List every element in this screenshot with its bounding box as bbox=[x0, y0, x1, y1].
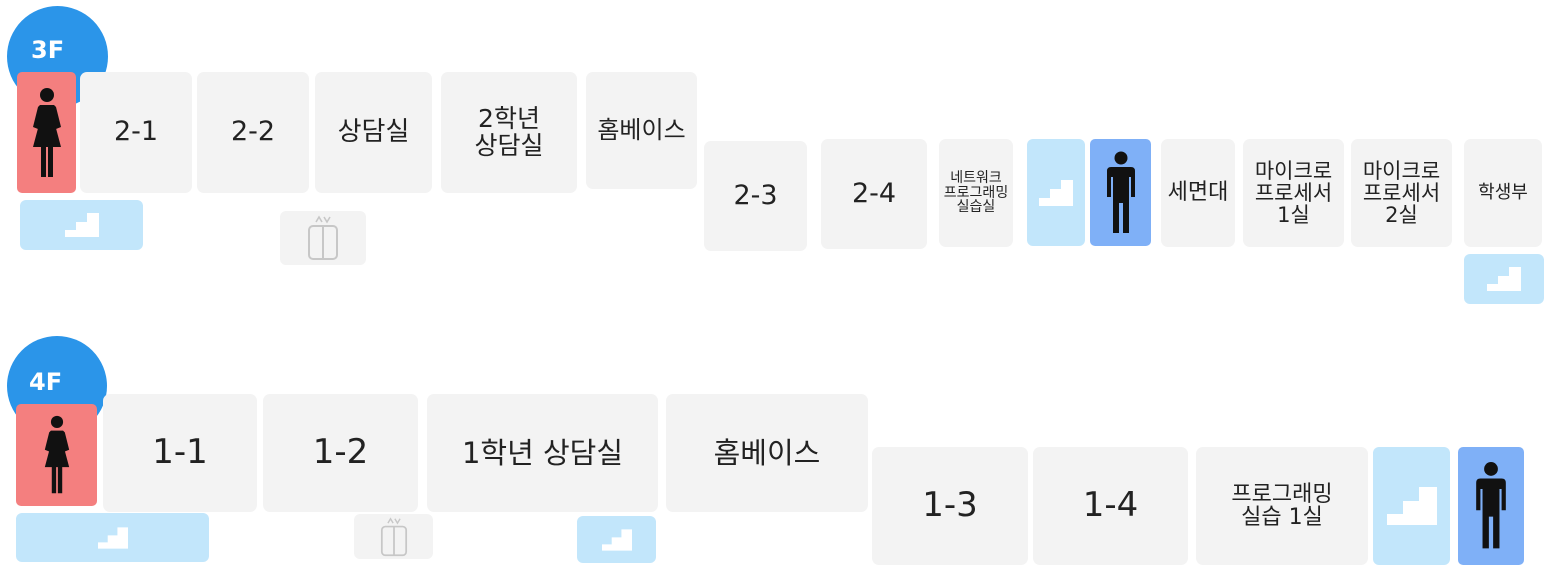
room-student-affairs[interactable]: 학생부 bbox=[1464, 139, 1542, 247]
room-1-3[interactable]: 1-3 bbox=[872, 447, 1028, 565]
room-label: 프로세서 bbox=[1254, 180, 1333, 205]
room-label: 상담실 bbox=[337, 116, 410, 147]
room-label: 2-1 bbox=[113, 116, 159, 148]
elevator-4f[interactable] bbox=[354, 514, 433, 559]
room-label: 프로그래밍 bbox=[1231, 481, 1333, 507]
room-label: 1-4 bbox=[1082, 485, 1139, 526]
room-label: 프로그래밍 bbox=[943, 184, 1009, 201]
stairs-3f-left[interactable] bbox=[20, 200, 143, 250]
room-label: 상담실 bbox=[474, 130, 544, 160]
room-label: 1학년 상담실 bbox=[461, 435, 624, 470]
room-label: 1-2 bbox=[312, 432, 369, 473]
room-label: 실습실 bbox=[956, 199, 996, 216]
room-grade2-counseling[interactable]: 2학년 상담실 bbox=[441, 72, 577, 193]
room-1-2[interactable]: 1-2 bbox=[263, 394, 418, 512]
stairs-icon bbox=[601, 528, 632, 551]
male-restroom-icon bbox=[1104, 151, 1138, 235]
stairs-4f-left[interactable] bbox=[16, 513, 209, 562]
room-label: 홈베이스 bbox=[713, 435, 821, 470]
room-2-3[interactable]: 2-3 bbox=[704, 141, 807, 251]
female-restroom-icon bbox=[39, 415, 75, 495]
female-restroom-3f[interactable] bbox=[17, 72, 76, 193]
stairs-icon bbox=[1386, 487, 1437, 525]
stairs-4f-center[interactable] bbox=[577, 516, 656, 563]
room-2-2[interactable]: 2-2 bbox=[197, 72, 309, 193]
room-grade1-counseling[interactable]: 1학년 상담실 bbox=[427, 394, 658, 512]
stairs-icon bbox=[97, 526, 128, 549]
room-label: 홈베이스 bbox=[597, 115, 686, 144]
room-2-4[interactable]: 2-4 bbox=[821, 139, 927, 249]
room-label: 프로세서 bbox=[1362, 180, 1441, 205]
elevator-3f[interactable] bbox=[280, 211, 366, 265]
room-label: 마이크로 bbox=[1362, 158, 1441, 183]
room-label: 1실 bbox=[1277, 203, 1310, 228]
stairs-3f-center[interactable] bbox=[1027, 139, 1085, 246]
room-homebase-3f[interactable]: 홈베이스 bbox=[586, 72, 697, 189]
stairs-icon bbox=[1487, 267, 1521, 291]
elevator-icon bbox=[307, 215, 339, 261]
room-programming-lab-1[interactable]: 프로그래밍 실습 1실 bbox=[1196, 447, 1368, 565]
room-label: 2-2 bbox=[230, 116, 276, 148]
male-restroom-4f[interactable] bbox=[1458, 447, 1524, 565]
stairs-icon bbox=[1039, 179, 1073, 206]
room-network-programming-lab[interactable]: 네트워크 프로그래밍 실습실 bbox=[939, 139, 1013, 247]
room-label: 실습 1실 bbox=[1241, 505, 1323, 530]
stairs-4f-right[interactable] bbox=[1373, 447, 1450, 565]
room-counseling[interactable]: 상담실 bbox=[315, 72, 432, 193]
room-label: 1-3 bbox=[922, 485, 978, 526]
room-homebase-4f[interactable]: 홈베이스 bbox=[666, 394, 868, 512]
room-1-1[interactable]: 1-1 bbox=[103, 394, 257, 512]
room-label: 네트워크 bbox=[950, 169, 1002, 186]
female-restroom-4f[interactable] bbox=[16, 404, 97, 506]
room-label: 1-1 bbox=[152, 432, 208, 473]
male-restroom-icon bbox=[1473, 461, 1509, 551]
room-label: 2학년 bbox=[478, 104, 540, 134]
female-restroom-icon bbox=[27, 87, 67, 179]
stairs-icon bbox=[64, 213, 99, 237]
room-microprocessor-2[interactable]: 마이크로 프로세서 2실 bbox=[1351, 139, 1452, 247]
room-microprocessor-1[interactable]: 마이크로 프로세서 1실 bbox=[1243, 139, 1344, 247]
room-label: 2실 bbox=[1385, 203, 1418, 228]
room-label: 세면대 bbox=[1167, 180, 1229, 206]
elevator-icon bbox=[380, 516, 408, 557]
room-1-4[interactable]: 1-4 bbox=[1033, 447, 1188, 565]
room-label: 2-3 bbox=[733, 179, 778, 211]
room-2-1[interactable]: 2-1 bbox=[80, 72, 192, 193]
room-label: 학생부 bbox=[1478, 181, 1528, 203]
male-restroom-3f[interactable] bbox=[1090, 139, 1151, 246]
room-label: 마이크로 bbox=[1254, 158, 1333, 183]
floor-label: 4F bbox=[29, 368, 63, 396]
room-washroom[interactable]: 세면대 bbox=[1161, 139, 1235, 247]
stairs-3f-right[interactable] bbox=[1464, 254, 1544, 304]
room-label: 2-4 bbox=[851, 177, 897, 209]
floor-label: 3F bbox=[31, 36, 65, 64]
